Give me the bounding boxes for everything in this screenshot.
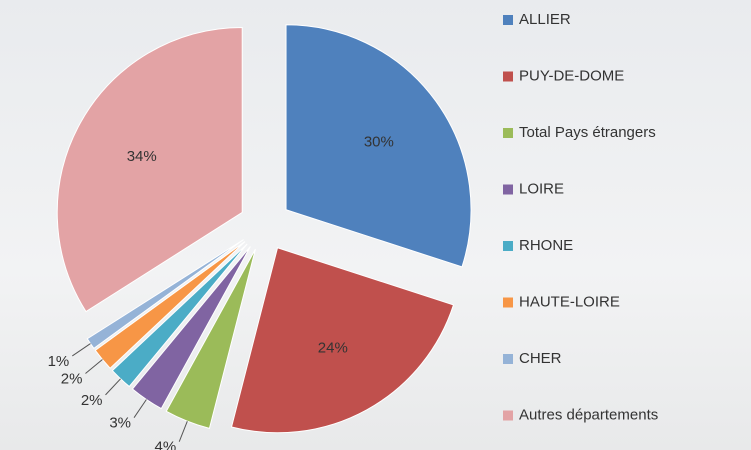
leader-line [134, 400, 146, 418]
leader-line [106, 379, 121, 395]
data-label: 2% [61, 370, 83, 387]
legend-swatch [503, 241, 513, 251]
legend-label: LOIRE [519, 180, 564, 197]
legend-label: Autres départements [519, 406, 658, 423]
leader-line [179, 421, 187, 441]
legend-swatch [503, 15, 513, 25]
legend-swatch [503, 411, 513, 421]
data-label: 3% [109, 415, 131, 432]
data-label: 1% [48, 353, 70, 370]
legend-label: HAUTE-LOIRE [519, 293, 620, 310]
leader-line [85, 359, 102, 373]
legend-label: Total Pays étrangers [519, 124, 656, 141]
chart: 30%24%4%3%2%2%1%34%ALLIERPUY-DE-DOMETota… [0, 0, 751, 450]
data-label: 2% [81, 392, 103, 409]
legend-label: PUY-DE-DOME [519, 67, 624, 84]
legend-label: CHER [519, 350, 562, 367]
legend-swatch [503, 72, 513, 82]
leader-line [72, 344, 90, 356]
legend-swatch [503, 354, 513, 364]
legend-swatch [503, 185, 513, 195]
data-label: 34% [127, 148, 157, 165]
data-label: 4% [155, 439, 177, 450]
legend-swatch [503, 298, 513, 308]
legend-label: ALLIER [519, 11, 571, 28]
legend-label: RHONE [519, 237, 573, 254]
data-label: 30% [364, 133, 394, 150]
data-label: 24% [318, 339, 348, 356]
legend-swatch [503, 128, 513, 138]
